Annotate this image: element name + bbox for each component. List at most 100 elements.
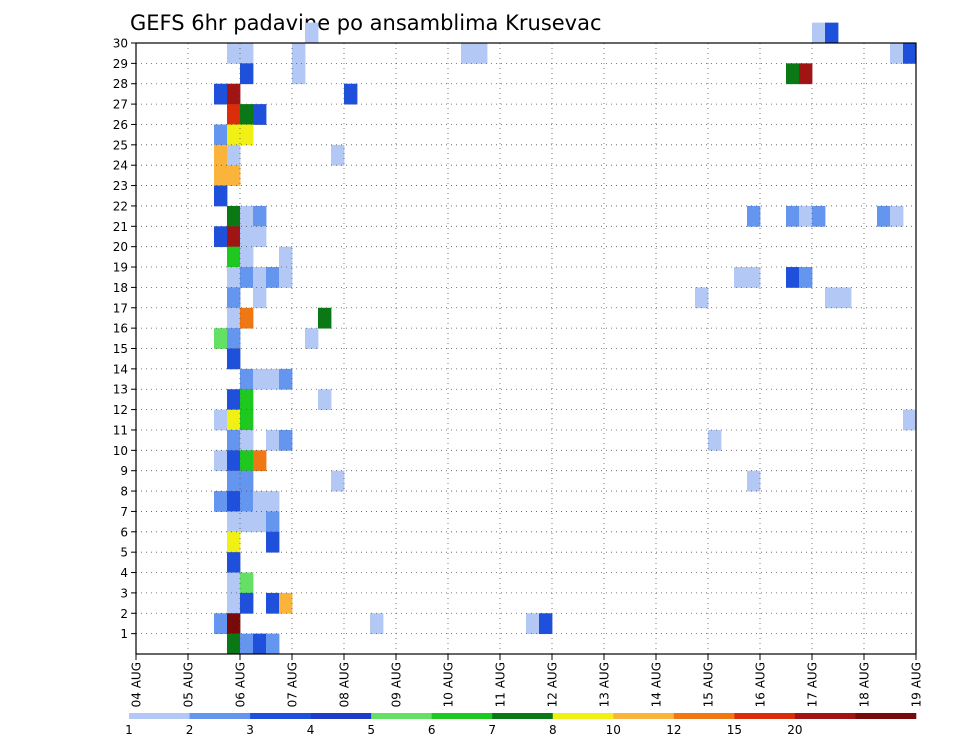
y-tick-label: 22 <box>113 199 128 213</box>
heatmap-cell <box>292 43 306 64</box>
y-tick-label: 27 <box>113 98 128 112</box>
y-tick-label: 20 <box>113 240 128 254</box>
heatmap-cell <box>227 633 241 655</box>
heatmap-cell <box>279 246 293 268</box>
x-tick-label: 04 AUG <box>130 662 144 707</box>
heatmap-cell <box>240 307 254 329</box>
x-tick-label: 16 AUG <box>754 662 768 707</box>
heatmap-cell <box>825 287 839 309</box>
heatmap-cell <box>227 450 241 472</box>
heatmap-cell <box>266 491 280 512</box>
heatmap-cell <box>331 470 345 492</box>
y-tick-label: 8 <box>120 485 128 499</box>
x-tick-label: 12 AUG <box>546 662 560 707</box>
heatmap-cell <box>292 63 306 85</box>
heatmap-cell <box>266 429 280 451</box>
y-tick-label: 30 <box>113 37 128 51</box>
heatmap-cell <box>240 267 254 288</box>
heatmap-cell <box>227 552 241 573</box>
x-tick-label: 14 AUG <box>650 662 664 707</box>
heatmap-cell <box>240 246 254 268</box>
heatmap-cell <box>747 205 761 227</box>
heatmap-cell <box>227 491 241 512</box>
x-tick-label: 10 AUG <box>442 662 456 707</box>
y-tick-label: 6 <box>120 525 128 539</box>
heatmap-cell <box>214 165 228 186</box>
heatmap-cell <box>526 613 540 635</box>
colorbar-label: 1 <box>125 723 133 737</box>
heatmap-cell <box>214 328 228 349</box>
heatmap-cell <box>253 287 267 309</box>
heatmap-cell <box>253 450 267 472</box>
colorbar-label: 8 <box>549 723 557 737</box>
colorbar-label: 2 <box>186 723 194 737</box>
x-tick-label: 08 AUG <box>338 662 352 707</box>
heatmap-cell <box>227 144 241 166</box>
y-tick-label: 7 <box>120 505 128 519</box>
heatmap-cell <box>799 267 813 288</box>
colorbar-label: 10 <box>606 723 621 737</box>
colorbar-label: 5 <box>367 723 375 737</box>
heatmap-cell <box>461 43 475 64</box>
heatmap-cell <box>240 429 254 451</box>
heatmap-cell <box>708 429 722 451</box>
colorbar-label: 20 <box>787 723 802 737</box>
colorbar-segment <box>552 713 614 719</box>
heatmap-cell <box>318 389 332 410</box>
x-tick-label: 18 AUG <box>858 662 872 707</box>
heatmap-cell <box>227 104 241 125</box>
heatmap-cell <box>227 389 241 410</box>
heatmap-cell <box>240 124 254 146</box>
colorbar-label: 4 <box>307 723 315 737</box>
heatmap-cell <box>266 511 280 533</box>
heatmap-cell <box>227 531 241 553</box>
x-axis: 04 AUG 05 AUG 06 AUG 07 AUG 08 AUG 09 AUG 10 A… <box>130 654 924 707</box>
heatmap-cell <box>227 205 241 227</box>
heatmap-cell <box>240 43 254 64</box>
heatmap-cell <box>253 267 267 288</box>
heatmap-cell <box>253 633 267 655</box>
y-tick-label: 13 <box>113 383 128 397</box>
heatmap-cell <box>253 511 267 533</box>
chart-title: GEFS 6hr padavine po ansamblima Krusevac <box>130 11 602 35</box>
heatmap-cell <box>279 429 293 451</box>
heatmap-cell <box>266 633 280 655</box>
heatmap-cell <box>227 511 241 533</box>
x-tick-label: 13 AUG <box>598 662 612 707</box>
heatmap-cell <box>838 287 852 309</box>
heatmap-cell <box>227 470 241 492</box>
y-tick-label: 14 <box>113 362 128 376</box>
y-tick-label: 12 <box>113 403 128 417</box>
colorbar-segment <box>431 713 493 719</box>
heatmap-cell <box>305 328 319 349</box>
heatmap-cell <box>786 205 800 227</box>
y-tick-label: 17 <box>113 301 128 315</box>
heatmap-cell <box>747 267 761 288</box>
colorbar-segment <box>673 713 735 719</box>
colorbar-segment <box>734 713 796 719</box>
heatmap-cell <box>240 511 254 533</box>
heatmap-cell <box>305 22 319 44</box>
y-tick-label: 1 <box>120 627 128 641</box>
heatmap-cell <box>903 43 917 64</box>
heatmap-cell <box>747 470 761 492</box>
heatmap-cell <box>240 572 254 594</box>
x-tick-label: 09 AUG <box>390 662 404 707</box>
y-tick-label: 5 <box>120 546 128 560</box>
heatmap-cell <box>734 267 748 288</box>
colorbar-segment <box>189 713 251 719</box>
heatmap-cell <box>253 205 267 227</box>
heatmap-cell <box>474 43 488 64</box>
colorbar-segment <box>613 713 675 719</box>
y-tick-label: 16 <box>113 322 128 336</box>
heatmap-cell <box>266 267 280 288</box>
x-tick-label: 11 AUG <box>494 662 508 707</box>
heatmap-cell <box>227 307 241 329</box>
heatmap-cell <box>890 205 904 227</box>
heatmap-cell <box>214 83 228 105</box>
heatmap-cell <box>227 246 241 268</box>
colorbar-label: 7 <box>488 723 496 737</box>
colorbar-segment <box>310 713 372 719</box>
y-tick-label: 21 <box>113 220 128 234</box>
heatmap-cell <box>240 205 254 227</box>
